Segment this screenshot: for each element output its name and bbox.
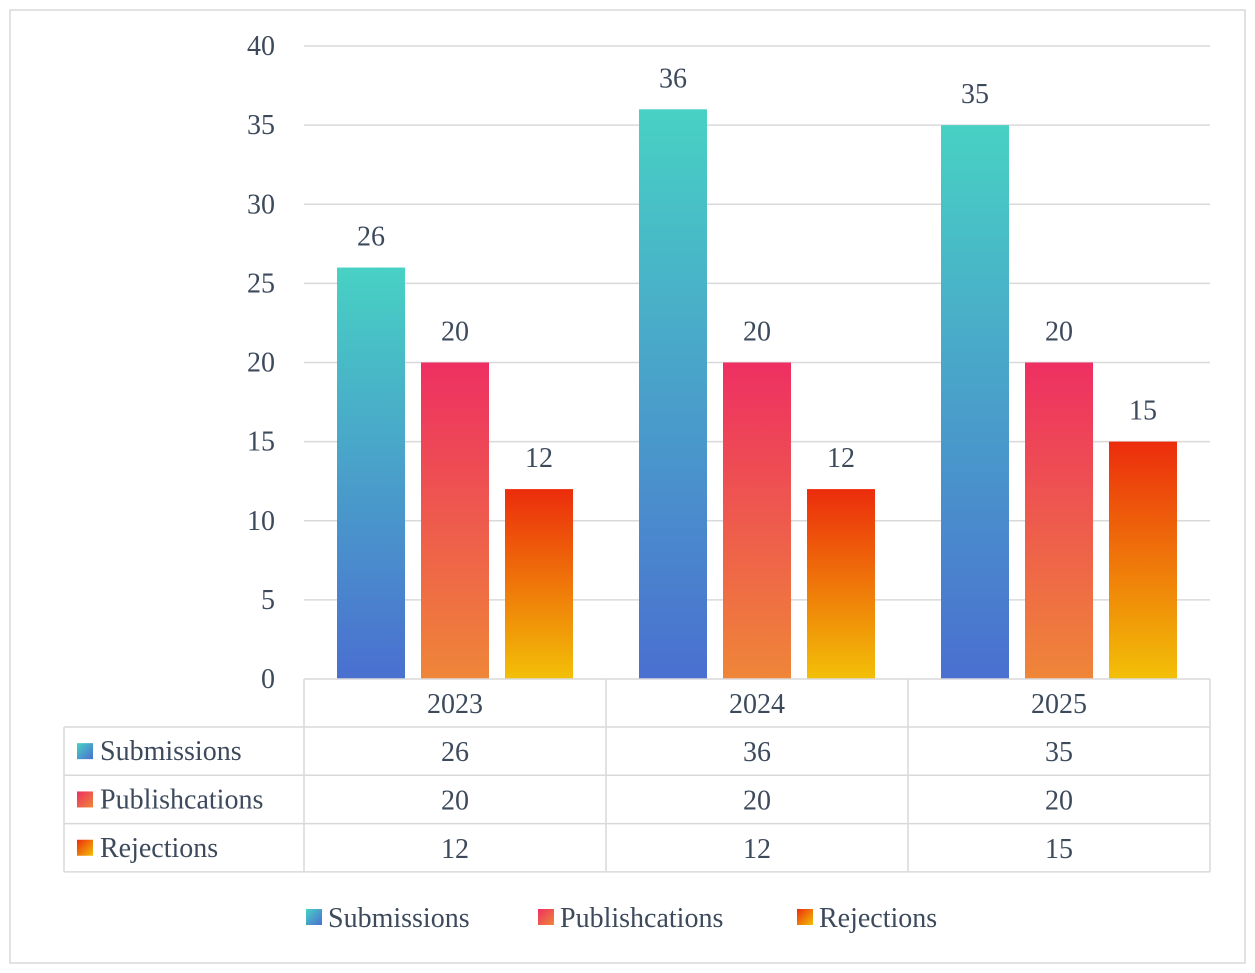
data-label: 20 (1045, 317, 1073, 348)
table-cell: 35 (1045, 737, 1073, 768)
data-label: 12 (525, 443, 553, 474)
legend-entry: Rejections (797, 903, 937, 934)
table-series-name: Publishcations (100, 784, 263, 815)
table-cell: 20 (743, 785, 771, 816)
table-cell: 20 (1045, 785, 1073, 816)
bars (337, 109, 1177, 680)
bar (337, 267, 405, 679)
legend-swatch (538, 909, 554, 925)
table-cell: 12 (743, 834, 771, 865)
y-tick-label: 20 (247, 348, 275, 379)
bar (639, 109, 707, 680)
y-tick-label: 10 (247, 506, 275, 537)
table-cell: 20 (441, 785, 469, 816)
y-tick-label: 0 (261, 664, 275, 695)
table-series-name: Rejections (100, 833, 218, 864)
legend-swatch (306, 909, 322, 925)
data-label: 26 (357, 222, 385, 253)
bar (941, 125, 1009, 679)
legend-swatch (797, 909, 813, 925)
x-category-label: 2025 (1031, 689, 1087, 720)
y-tick-label: 35 (247, 110, 275, 141)
y-tick-label: 30 (247, 189, 275, 220)
data-label: 35 (961, 79, 989, 110)
table-legend-key (77, 839, 93, 856)
bar (505, 489, 573, 679)
table-cell: 15 (1045, 834, 1073, 865)
y-tick-label: 5 (261, 585, 275, 616)
y-tick-label: 40 (247, 31, 275, 62)
legend-label: Rejections (819, 903, 937, 934)
y-tick-label: 15 (247, 427, 275, 458)
data-label: 36 (659, 63, 687, 94)
y-axis-ticks: 0 5 10 15 20 25 30 35 40 (247, 31, 275, 695)
bar (421, 362, 489, 679)
legend-label: Publishcations (560, 903, 723, 934)
table-cell: 12 (441, 834, 469, 865)
data-label: 20 (743, 317, 771, 348)
data-label: 20 (441, 317, 469, 348)
data-label: 15 (1129, 396, 1157, 427)
legend-entry: Submissions (306, 903, 470, 934)
table-legend-key (77, 791, 93, 808)
table-series-name: Submissions (100, 736, 242, 767)
x-category-label: 2024 (729, 689, 785, 720)
bar (1025, 362, 1093, 679)
table-cell: 26 (441, 737, 469, 768)
table-legend-key (77, 743, 93, 760)
bar (807, 489, 875, 679)
y-tick-label: 25 (247, 268, 275, 299)
data-label: 12 (827, 443, 855, 474)
legend: Submissions Publishcations Rejections (306, 903, 937, 934)
data-labels: 26 20 12 36 20 12 35 20 15 (357, 63, 1157, 474)
table-cell: 36 (743, 737, 771, 768)
data-table: 2023 2024 2025 Submissions 26 36 35 Publishcati… (63, 678, 1211, 873)
x-category-label: 2023 (427, 689, 483, 720)
bar (1109, 441, 1177, 679)
legend-entry: Publishcations (538, 903, 723, 934)
bar (723, 362, 791, 679)
legend-label: Submissions (328, 903, 470, 934)
